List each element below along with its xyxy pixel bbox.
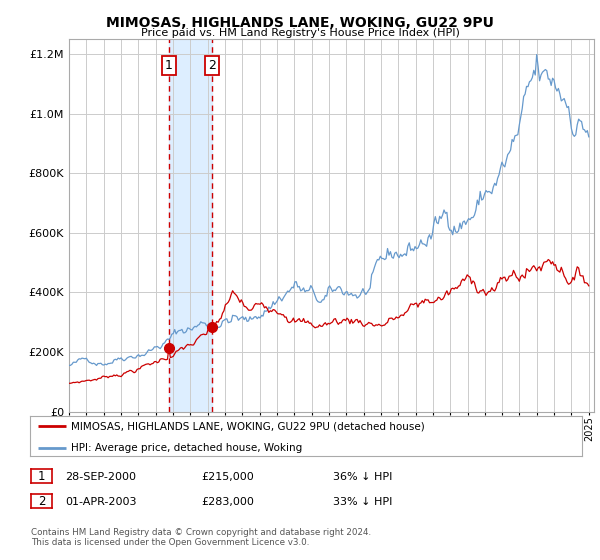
Text: MIMOSAS, HIGHLANDS LANE, WOKING, GU22 9PU: MIMOSAS, HIGHLANDS LANE, WOKING, GU22 9P… xyxy=(106,16,494,30)
Text: 2: 2 xyxy=(38,494,45,508)
Text: 1: 1 xyxy=(164,59,173,72)
Text: Price paid vs. HM Land Registry's House Price Index (HPI): Price paid vs. HM Land Registry's House … xyxy=(140,28,460,38)
Text: Contains HM Land Registry data © Crown copyright and database right 2024.
This d: Contains HM Land Registry data © Crown c… xyxy=(31,528,371,547)
Text: £215,000: £215,000 xyxy=(201,472,254,482)
Text: 36% ↓ HPI: 36% ↓ HPI xyxy=(333,472,392,482)
Bar xyxy=(169,39,212,412)
Text: 33% ↓ HPI: 33% ↓ HPI xyxy=(333,497,392,507)
Text: HPI: Average price, detached house, Woking: HPI: Average price, detached house, Woki… xyxy=(71,442,302,452)
Text: 2: 2 xyxy=(208,59,216,72)
Text: 1: 1 xyxy=(38,469,45,483)
Text: £283,000: £283,000 xyxy=(201,497,254,507)
Text: 01-APR-2003: 01-APR-2003 xyxy=(65,497,136,507)
Text: 28-SEP-2000: 28-SEP-2000 xyxy=(65,472,136,482)
Text: MIMOSAS, HIGHLANDS LANE, WOKING, GU22 9PU (detached house): MIMOSAS, HIGHLANDS LANE, WOKING, GU22 9P… xyxy=(71,421,425,431)
